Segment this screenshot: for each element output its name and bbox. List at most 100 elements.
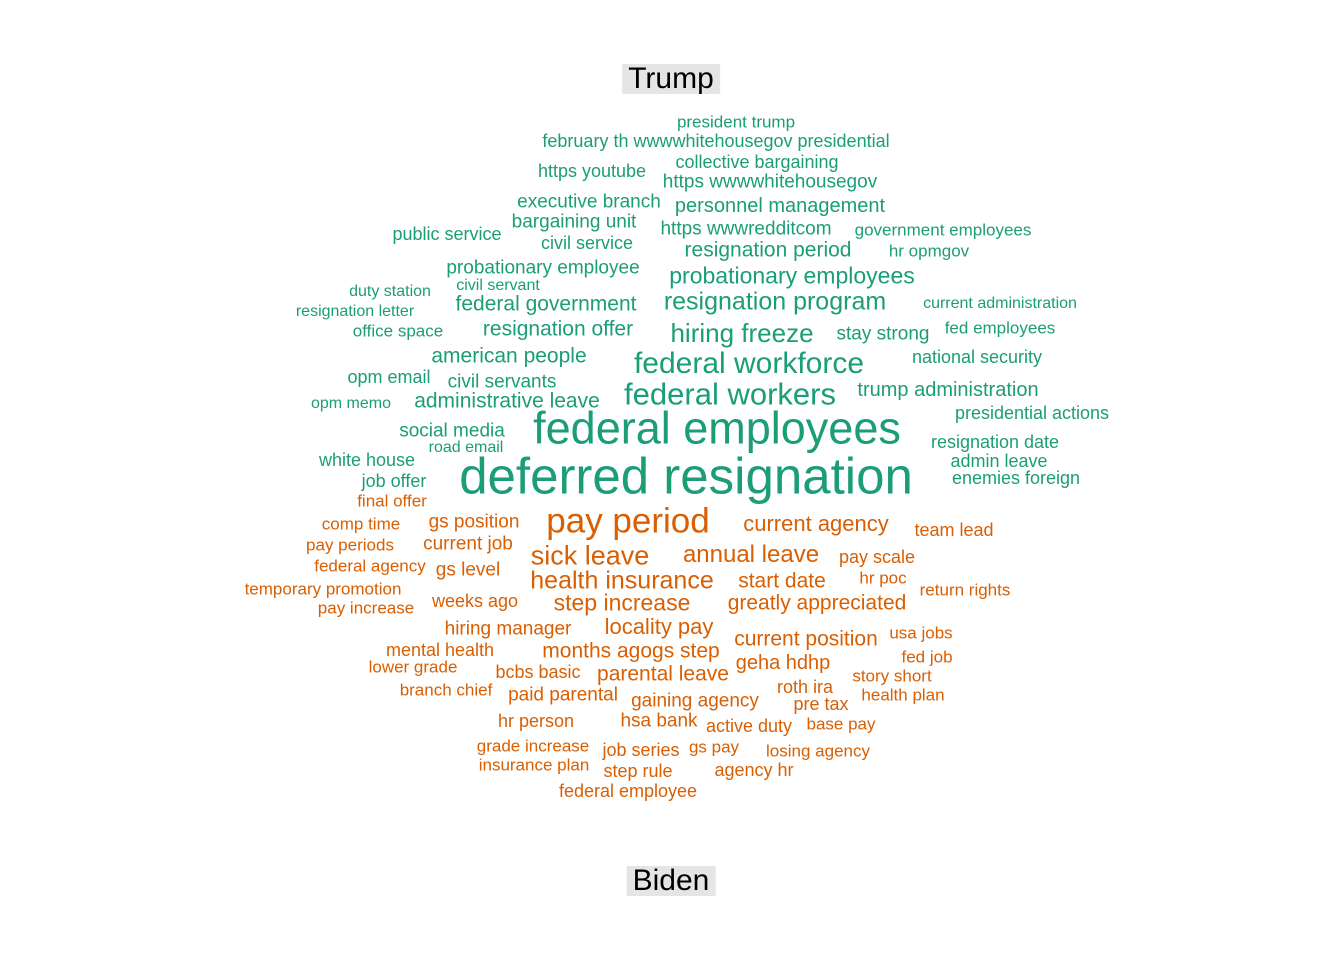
word-return-rights: return rights — [919, 580, 1011, 600]
word-civil-servant: civil servant — [456, 277, 540, 294]
word-mental-health: mental health — [385, 640, 495, 660]
word-enemies-foreign: enemies foreign — [951, 468, 1081, 488]
word-hiring-freeze: hiring freeze — [670, 318, 814, 348]
word-pay-period: pay period — [546, 501, 710, 541]
word-personnel-management: personnel management — [674, 195, 886, 217]
word-current-administration: current administration — [923, 295, 1077, 312]
word-start-date: start date — [738, 569, 826, 593]
word-grade-increase: grade increase — [476, 736, 590, 756]
word-story-short: story short — [852, 666, 932, 686]
word-civil-servants: civil servants — [447, 371, 557, 393]
word-probationary-employees: probationary employees — [669, 262, 915, 289]
word-resignation-program: resignation program — [663, 287, 887, 316]
word-stay-strong: stay strong — [836, 323, 930, 345]
word-temporary-promotion: temporary promotion — [244, 579, 402, 599]
word-trump-administration: trump administration — [857, 379, 1039, 401]
word-fed-employees: fed employees — [944, 318, 1056, 338]
word-social-media: social media — [399, 420, 505, 442]
word-resignation-date: resignation date — [930, 432, 1060, 452]
word-road-email: road email — [428, 439, 504, 456]
word-agency-hr: agency hr — [714, 760, 794, 780]
word-usa-jobs: usa jobs — [889, 623, 953, 643]
word-hr-person: hr person — [497, 711, 575, 731]
word-administrative-leave: administrative leave — [414, 389, 600, 413]
word-gs-level: gs level — [435, 559, 501, 581]
word-white-house: white house — [318, 450, 416, 470]
word-public-service: public service — [392, 224, 502, 244]
group-label-top: Trump — [622, 64, 720, 94]
word-federal-workforce: federal workforce — [633, 347, 865, 380]
word-federal-government: federal government — [455, 292, 637, 316]
group-label-bottom: Biden — [626, 866, 716, 896]
word-february-th-wwwwhitehousegov-presidential: february th wwwwhitehousegov presidentia… — [542, 131, 890, 151]
word-job-series: job series — [602, 740, 680, 760]
word-weeks-ago: weeks ago — [431, 591, 519, 611]
word-active-duty: active duty — [705, 716, 793, 736]
word-paid-parental: paid parental — [508, 684, 618, 706]
word-federal-agency: federal agency — [314, 556, 426, 576]
word-deferred-resignation: deferred resignation — [459, 447, 913, 505]
word-final-offer: final offer — [357, 491, 427, 511]
word-government-employees: government employees — [854, 220, 1032, 240]
word-current-job: current job — [423, 533, 513, 555]
word-american-people: american people — [431, 344, 587, 368]
word-federal-workers: federal workers — [624, 376, 836, 412]
word-duty-station: duty station — [349, 283, 431, 300]
word-https-youtube: https youtube — [537, 161, 647, 181]
word-probationary-employee: probationary employee — [446, 257, 640, 279]
word-pay-increase: pay increase — [317, 598, 415, 618]
word-bcbs-basic: bcbs basic — [495, 662, 581, 682]
word-losing-agency: losing agency — [766, 741, 870, 761]
word-sick-leave: sick leave — [530, 540, 650, 571]
word-parental-leave: parental leave — [597, 662, 729, 686]
word-president-trump: president trump — [676, 112, 796, 132]
word-collective-bargaining: collective bargaining — [675, 152, 839, 172]
word-admin-leave: admin leave — [950, 451, 1048, 471]
word-resignation-period: resignation period — [684, 238, 852, 262]
word-opm-memo: opm memo — [310, 395, 392, 412]
word-current-agency: current agency — [743, 511, 889, 536]
word-pre-tax: pre tax — [793, 694, 849, 714]
word-health-insurance: health insurance — [530, 566, 714, 595]
word-fed-job: fed job — [901, 647, 953, 667]
word-federal-employees: federal employees — [533, 402, 901, 454]
word-opm-email: opm email — [347, 367, 431, 387]
word-annual-leave: annual leave — [682, 541, 820, 568]
word-lower-grade: lower grade — [368, 657, 458, 677]
word-national-security: national security — [911, 347, 1043, 367]
word-geha-hdhp: geha hdhp — [735, 652, 831, 674]
word-gs-position: gs position — [428, 511, 520, 533]
word-health-plan: health plan — [861, 685, 945, 705]
word-federal-employee: federal employee — [558, 781, 698, 801]
word-https-wwwredditcom: https wwwredditcom — [660, 218, 832, 240]
word-pay-scale: pay scale — [838, 547, 916, 567]
word-greatly-appreciated: greatly appreciated — [727, 591, 907, 615]
word-current-position: current position — [734, 627, 878, 651]
word-branch-chief: branch chief — [399, 680, 493, 700]
word-gaining-agency: gaining agency — [631, 690, 759, 712]
word-step-rule: step rule — [603, 761, 673, 781]
word-insurance-plan: insurance plan — [478, 755, 590, 775]
word-job-offer: job offer — [361, 471, 427, 491]
word-pay-periods: pay periods — [306, 535, 394, 555]
word-office-space: office space — [352, 321, 444, 341]
word-resignation-letter: resignation letter — [295, 303, 415, 320]
word-hsa-bank: hsa bank — [620, 710, 698, 732]
word-https-wwwwhitehousegov: https wwwwhitehousegov — [662, 171, 878, 193]
word-months-agogs-step: months agogs step — [542, 639, 720, 663]
word-civil-service: civil service — [540, 233, 634, 253]
word-presidential-actions: presidential actions — [954, 403, 1110, 423]
word-gs-pay: gs pay — [688, 737, 740, 757]
word-comp-time: comp time — [321, 514, 401, 534]
word-hr-poc: hr poc — [859, 568, 907, 588]
word-bargaining-unit: bargaining unit — [511, 211, 637, 233]
word-locality-pay: locality pay — [604, 614, 714, 639]
word-roth-ira: roth ira — [776, 677, 834, 697]
word-hiring-manager: hiring manager — [444, 618, 572, 640]
word-step-increase: step increase — [553, 589, 691, 616]
word-executive-branch: executive branch — [517, 191, 661, 213]
word-base-pay: base pay — [806, 714, 876, 734]
word-team-lead: team lead — [914, 520, 994, 540]
word-hr-opmgov: hr opmgov — [888, 241, 970, 261]
